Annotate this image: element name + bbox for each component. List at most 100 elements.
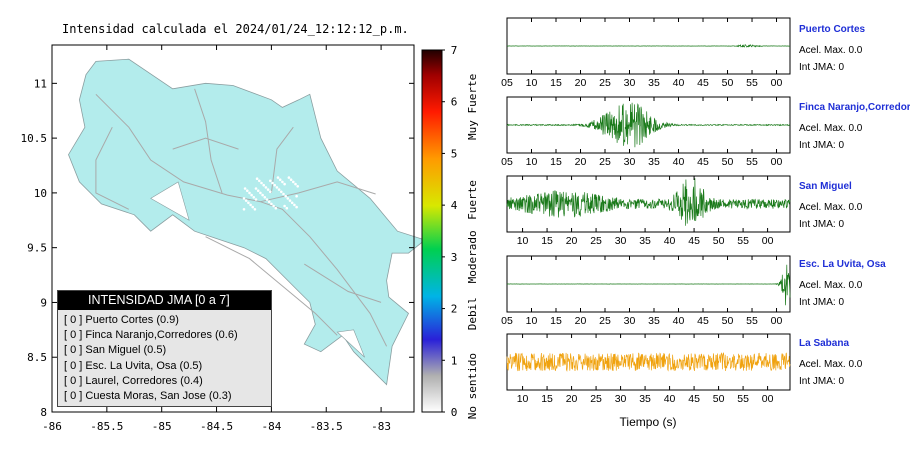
station-dot [269,179,272,183]
station-jma: Int JMA: 0 [799,62,845,73]
lat-tick-label: 9.5 [27,242,47,255]
time-tick-label: 05 [501,156,513,168]
map-title: Intensidad calculada el 2024/01/24_12:12… [62,22,409,36]
station-dot [285,206,289,210]
time-tick-label: 15 [550,77,562,89]
station-dot [277,188,281,191]
station-info: San Miguel Acel. Max. 0.0 Int JMA: 0 [799,181,862,230]
colorbar-tick-label: 3 [451,251,458,264]
station-dot [259,191,262,195]
waveform-trace [507,43,791,48]
station-dot [287,176,291,179]
time-tick-label: 05 [501,77,513,89]
time-tick-label: 15 [550,156,562,168]
station-dot [269,190,272,194]
lon-tick-label: -83 [371,420,391,433]
station-dot [290,201,294,205]
time-tick-label: 00 [771,77,783,89]
station-dot [270,202,273,206]
station-jma: Int JMA: 0 [799,140,845,151]
road-line [194,88,223,194]
lon-tick-label: -86 [42,420,62,433]
station-dot [296,185,300,188]
time-tick-label: 30 [624,315,636,327]
station-accel: Acel. Max. 0.0 [799,359,863,370]
colorbar-tick-label: 1 [451,354,458,367]
lon-tick-label: -84 [261,420,281,433]
lat-tick-label: 10.5 [21,132,48,145]
station-dot [272,204,275,208]
station-dot [293,203,296,207]
station-jma: Int JMA: 0 [799,376,845,387]
station-dot [286,197,290,200]
station-dot [278,178,282,181]
time-tick-label: 00 [771,315,783,327]
legend-header: INTENSIDAD JMA [0 a 7] [58,291,271,310]
station-dot [254,198,258,201]
station-dot [266,188,270,191]
station-dot [264,186,268,189]
station-dot [261,193,264,197]
time-tick-label: 45 [697,77,709,89]
station-name: La Sabana [799,338,850,349]
time-tick-label: 25 [599,156,611,168]
costa-rica-land [68,58,426,386]
colorbar-tick-label: 6 [451,96,458,109]
station-dot [295,194,298,198]
station-dot [265,198,269,201]
station-dot [295,205,298,209]
road-line [95,126,130,210]
station-dot [262,183,266,187]
time-tick-label: 30 [615,235,627,247]
time-tick-label: 20 [575,315,587,327]
station-dot [255,177,259,180]
station-dot [275,186,279,189]
time-tick-label: 10 [517,393,529,405]
station-info: La Sabana Acel. Max. 0.0 Int JMA: 0 [799,338,862,387]
time-tick-label: 45 [688,393,700,405]
time-tick-label: 55 [746,315,758,327]
station-dot [254,187,258,190]
station-info: Puerto Cortes Acel. Max. 0.0 Int JMA: 0 [799,24,865,73]
road-line [304,263,382,303]
time-tick-label: 45 [688,235,700,247]
time-tick-label: 20 [575,156,587,168]
station-name: Esc. La Uvita, Osa [799,259,886,270]
station-name: Puerto Cortes [799,24,866,35]
station-dot [248,191,251,195]
time-tick-label: 20 [566,393,578,405]
map-frame [51,44,415,413]
lat-tick-label: 11 [34,77,47,90]
station-dot [249,203,252,207]
time-tick-label: 30 [615,393,627,405]
lat-tick-label: 10 [34,187,47,200]
station-dot [292,180,295,184]
time-tick-label: 00 [762,393,774,405]
colorbar-tick-label: 4 [451,199,458,212]
legend-item: [ 0 ] Finca Naranjo,Corredores (0.6) [64,329,238,342]
station-jma: Int JMA: 0 [799,219,845,230]
waveform-trace [506,264,791,306]
lon-tick-label: -83.5 [310,420,343,433]
station-info: Esc. La Uvita, Osa Acel. Max. 0.0 Int JM… [799,259,886,308]
station-dot [284,194,288,198]
legend-item: [ 0 ] San Miguel (0.5) [64,344,167,357]
road-line [205,236,338,336]
station-dot [258,179,261,183]
colorbar-tick-label: 0 [451,406,458,419]
station-dot [276,176,280,179]
time-tick-label: 15 [550,315,562,327]
lat-tick-label: 9 [40,296,47,309]
time-tick-label: 40 [664,393,676,405]
station-dot [273,183,277,187]
golfo-dulce [336,329,365,358]
time-tick-label: 05 [501,315,513,327]
station-dot [260,181,263,185]
lon-tick-label: -84.5 [200,420,233,433]
colorbar-tick-label: 5 [451,147,458,160]
station-dot [243,187,247,190]
station-dot [288,199,292,202]
time-tick-label: 35 [648,77,660,89]
waveform-trace [506,102,791,148]
station-dot [274,206,278,210]
